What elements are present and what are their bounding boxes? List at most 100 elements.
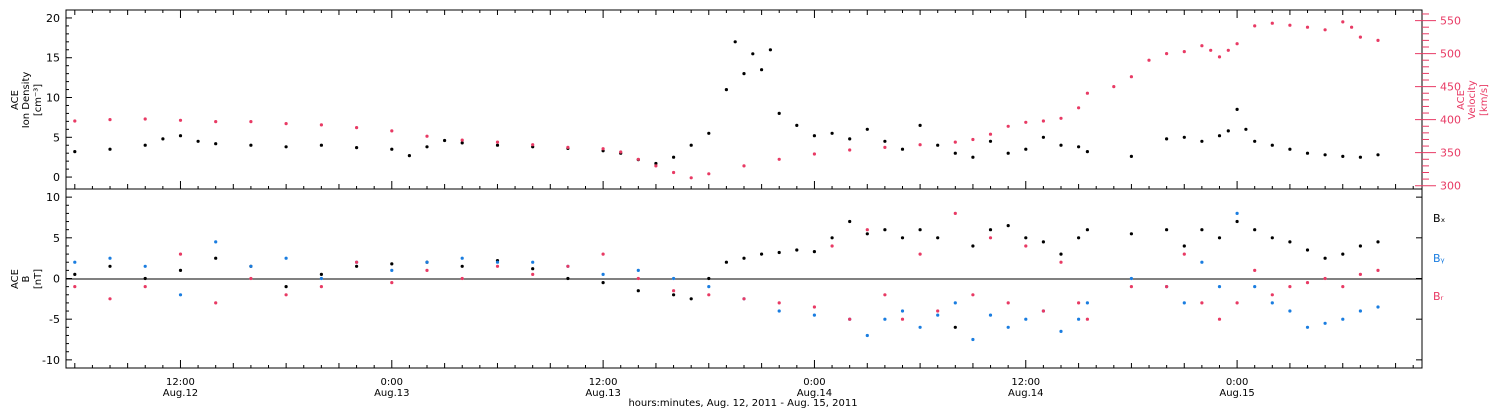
top-ytick-label-3: 15 (46, 52, 60, 65)
by-point-27 (936, 313, 940, 317)
density-point-15 (460, 141, 464, 145)
velocity-point-4 (214, 120, 218, 124)
top-right-ytick-label-4: 500 (1440, 48, 1461, 61)
density-point-2 (143, 143, 147, 147)
bz-point-29 (953, 211, 957, 215)
density-point-36 (848, 137, 852, 141)
density-point-22 (654, 161, 658, 166)
bx-point-19 (707, 276, 711, 281)
density-point-16 (495, 143, 500, 147)
top-ytick-label-0: 0 (53, 171, 60, 184)
by-point-28 (953, 301, 957, 305)
velocity-point-16 (619, 150, 623, 154)
top-left-ylabel-line3: [cm⁻³] (33, 84, 44, 116)
bx-point-33 (953, 325, 957, 329)
density-point-9 (319, 143, 323, 147)
velocity-point-29 (971, 137, 975, 142)
by-point-7 (319, 276, 323, 281)
density-point-46 (1024, 147, 1028, 151)
density-point-43 (971, 155, 975, 159)
by-point-23 (865, 333, 869, 338)
velocity-point-32 (1024, 120, 1028, 124)
by-point-40 (1200, 260, 1204, 264)
velocity-point-49 (1288, 23, 1292, 27)
velocity-point-53 (1350, 25, 1354, 29)
bx-point-32 (936, 236, 940, 240)
density-point-29 (751, 52, 755, 56)
density-point-66 (1376, 153, 1380, 157)
by-point-20 (777, 309, 781, 313)
bottom-left-ylabel-line3: [nT] (33, 269, 44, 289)
density-point-12 (407, 154, 411, 158)
top-right-ytick-label-0: 300 (1440, 180, 1461, 193)
by-point-36 (1085, 301, 1089, 305)
by-point-11 (460, 256, 464, 260)
velocity-point-5 (249, 120, 253, 124)
density-point-27 (733, 40, 737, 44)
by-point-35 (1077, 317, 1081, 321)
velocity-point-7 (319, 123, 323, 127)
bx-point-6 (284, 285, 288, 289)
bx-point-46 (1217, 236, 1222, 240)
bx-point-1 (108, 264, 112, 268)
bx-point-8 (355, 264, 359, 268)
xtick-time-label-0: 12:00 (166, 377, 195, 388)
bz-point-17 (672, 289, 676, 293)
velocity-point-33 (1041, 119, 1045, 123)
x-axis-title: hours:minutes, Aug. 12, 2011 - Aug. 15, … (628, 398, 857, 409)
xtick-date-label-1: Aug.13 (374, 388, 409, 399)
bz-point-14 (566, 264, 570, 268)
bx-point-55 (1376, 240, 1380, 244)
bx-point-24 (795, 248, 799, 252)
bz-point-15 (601, 252, 605, 256)
by-point-18 (707, 285, 711, 289)
by-point-13 (531, 260, 535, 264)
density-point-10 (355, 146, 359, 150)
density-point-51 (1129, 154, 1133, 158)
top-left-ylabel: ACE Ion Density [cm⁻³] (10, 72, 44, 129)
bz-point-38 (1129, 285, 1133, 289)
velocity-point-54 (1358, 35, 1362, 39)
density-point-62 (1305, 151, 1310, 155)
velocity-point-9 (390, 129, 394, 133)
by-point-30 (988, 313, 993, 317)
bx-point-40 (1077, 236, 1081, 240)
velocity-point-11 (460, 138, 464, 142)
bottom-left-ylabel-line1: ACE (10, 269, 21, 289)
bx-point-13 (531, 267, 535, 271)
top-left-ylabel-line2: Ion Density (21, 72, 32, 129)
density-point-53 (1182, 135, 1186, 139)
bz-point-0 (73, 285, 77, 289)
velocity-point-8 (355, 126, 359, 130)
top-panel-frame (65, 9, 1423, 190)
xtick-time-label-1: 0:00 (381, 377, 403, 388)
velocity-point-26 (883, 145, 887, 149)
by-point-3 (178, 293, 183, 297)
velocity-point-44 (1217, 55, 1222, 59)
xtick-time-label-4: 12:00 (1011, 377, 1040, 388)
density-point-1 (108, 147, 112, 151)
by-point-26 (918, 325, 922, 329)
xtick-time-label-5: 0:00 (1226, 377, 1248, 388)
velocity-point-40 (1165, 52, 1169, 56)
velocity-point-52 (1341, 20, 1345, 24)
points-group (73, 20, 1380, 342)
bz-point-40 (1182, 252, 1186, 256)
velocity-point-51 (1323, 28, 1327, 32)
velocity-point-12 (495, 140, 500, 144)
bottom-ytick-label-0: -10 (42, 354, 60, 367)
velocity-point-13 (531, 143, 535, 147)
xtick-date-label-0: Aug.12 (163, 388, 198, 399)
by-point-21 (812, 313, 817, 317)
bz-point-13 (531, 272, 535, 276)
bz-point-49 (1341, 285, 1345, 289)
density-point-38 (883, 139, 887, 143)
bx-point-36 (1006, 224, 1010, 228)
bz-point-45 (1270, 293, 1274, 297)
bx-point-14 (566, 276, 570, 281)
velocity-point-45 (1226, 48, 1230, 52)
bx-point-4 (214, 256, 218, 260)
velocity-point-55 (1376, 38, 1380, 43)
velocity-point-31 (1006, 124, 1010, 128)
bx-point-11 (460, 264, 464, 268)
